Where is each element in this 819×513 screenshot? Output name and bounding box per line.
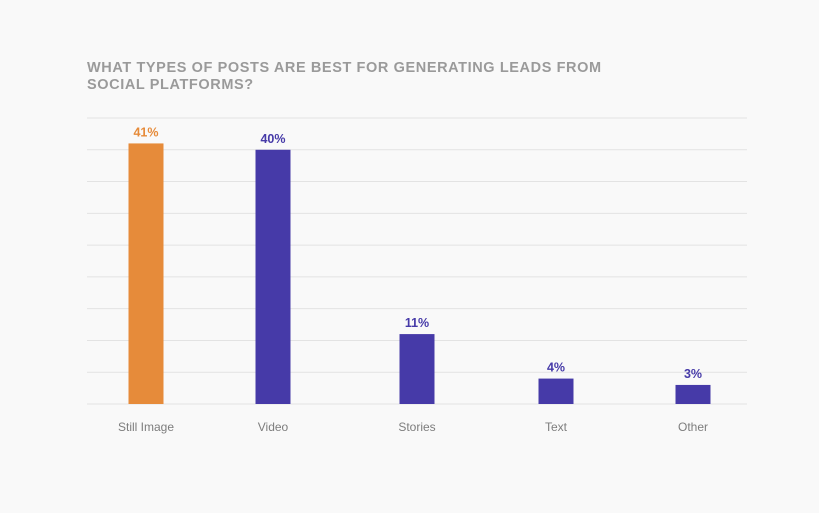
category-label: Stories (398, 420, 435, 434)
bar-video (255, 149, 291, 404)
value-label: 40% (260, 132, 285, 146)
bar-text (538, 378, 574, 404)
gridlines (87, 117, 747, 405)
category-label: Other (678, 420, 708, 434)
chart-title: WHAT TYPES OF POSTS ARE BEST FOR GENERAT… (87, 60, 602, 93)
value-label: 11% (405, 316, 429, 330)
bar-still-image (128, 143, 164, 404)
category-labels: Still Image Video Stories Text Other (118, 420, 708, 434)
category-label: Still Image (118, 420, 174, 434)
bar-stories (399, 334, 435, 404)
bar-other (675, 384, 711, 404)
category-label: Text (545, 420, 568, 434)
value-label: 4% (547, 361, 565, 375)
value-labels: 41% 40% 11% 4% 3% (133, 125, 702, 381)
value-label: 3% (684, 367, 702, 381)
value-label: 41% (133, 125, 158, 139)
category-label: Video (258, 420, 289, 434)
bars (128, 143, 711, 404)
